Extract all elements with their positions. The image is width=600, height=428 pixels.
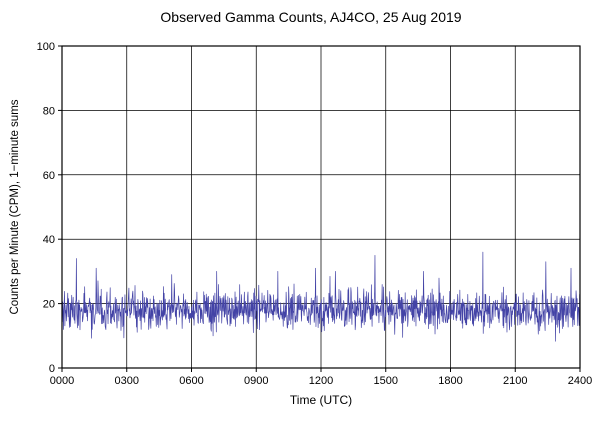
x-tick-label: 1800 xyxy=(438,375,462,387)
y-tick-label: 60 xyxy=(43,170,55,182)
x-tick-label: 0300 xyxy=(115,375,139,387)
x-tick-label: 1500 xyxy=(374,375,398,387)
x-tick-label: 1200 xyxy=(309,375,333,387)
x-tick-label: 2100 xyxy=(503,375,527,387)
x-tick-label: 0900 xyxy=(244,375,268,387)
y-tick-label: 20 xyxy=(43,299,55,311)
y-tick-label: 0 xyxy=(49,363,55,375)
x-tick-label: 0000 xyxy=(50,375,74,387)
gamma-count-line xyxy=(61,251,580,342)
y-tick-label: 40 xyxy=(43,234,55,246)
y-tick-label: 80 xyxy=(43,105,55,117)
x-tick-label: 2400 xyxy=(568,375,592,387)
plot-border xyxy=(61,45,581,369)
x-axis-label: Time (UTC) xyxy=(289,393,353,407)
chart-title: Observed Gamma Counts, AJ4CO, 25 Aug 201… xyxy=(160,9,462,25)
x-tick-label: 0600 xyxy=(179,375,203,387)
y-tick-label: 100 xyxy=(37,41,55,53)
